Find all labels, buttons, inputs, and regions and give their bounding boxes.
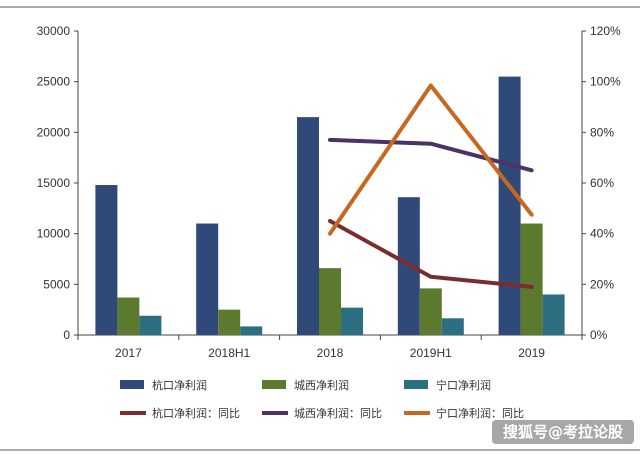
watermark: 搜狐号@考拉论股 bbox=[492, 420, 634, 444]
y-right-tick-label: 120% bbox=[590, 24, 621, 38]
axes: 0 5000 10000 15000 20000 25000 30000 0% 20% 40% 60… bbox=[37, 24, 621, 360]
legend-label: 杭口净利润：同比 bbox=[152, 406, 240, 420]
bar bbox=[297, 117, 319, 335]
bar bbox=[419, 288, 442, 335]
y-left-tick-label: 15000 bbox=[37, 176, 71, 190]
lines bbox=[328, 83, 534, 289]
legend-label: 城西净利润 bbox=[294, 378, 349, 392]
legend-label: 宁口净利润 bbox=[436, 378, 491, 392]
y-left-tick-label: 0 bbox=[63, 328, 70, 342]
y-left-tick-label: 5000 bbox=[43, 277, 70, 291]
bar bbox=[498, 76, 521, 335]
series-line bbox=[328, 137, 534, 173]
x-tick-label: 2018H1 bbox=[208, 346, 250, 360]
bar bbox=[319, 268, 341, 335]
y-right-tick-label: 60% bbox=[590, 176, 614, 190]
legend-label: 杭口净利润 bbox=[152, 378, 207, 392]
y-right-tick-label: 20% bbox=[590, 277, 614, 291]
bar bbox=[240, 326, 263, 335]
x-tick-label: 2017 bbox=[115, 346, 142, 360]
legend-label: 宁口净利润：同比 bbox=[436, 406, 524, 420]
series-line bbox=[328, 83, 534, 236]
y-left-tick-label: 10000 bbox=[37, 227, 71, 241]
watermark-text: 搜狐号@考拉论股 bbox=[503, 423, 624, 441]
watermark-bg bbox=[492, 420, 634, 444]
bar bbox=[520, 223, 543, 335]
legend-label: 城西净利润：同比 bbox=[294, 406, 382, 420]
y-right-tick-label: 80% bbox=[590, 125, 614, 139]
x-tick-label: 2019 bbox=[518, 346, 545, 360]
y-right-tick-label: 100% bbox=[590, 75, 621, 89]
y-left-tick-label: 25000 bbox=[37, 75, 71, 89]
series-line bbox=[328, 219, 534, 289]
legend-swatch bbox=[404, 380, 428, 389]
legend-swatch bbox=[120, 380, 144, 389]
y-right-tick-label: 0% bbox=[590, 328, 608, 342]
legend-swatch bbox=[262, 380, 286, 389]
x-tick-label: 2019H1 bbox=[410, 346, 452, 360]
bar bbox=[117, 297, 140, 335]
bar bbox=[95, 185, 118, 335]
bar bbox=[542, 294, 565, 335]
bar bbox=[441, 318, 464, 335]
y-right-tick-label: 40% bbox=[590, 227, 614, 241]
bars bbox=[95, 76, 565, 335]
bar bbox=[218, 309, 241, 335]
y-left-tick-label: 30000 bbox=[37, 24, 71, 38]
bar bbox=[196, 223, 219, 335]
bar bbox=[341, 307, 363, 335]
bar bbox=[139, 315, 162, 335]
x-tick-label: 2018 bbox=[317, 346, 344, 360]
y-left-tick-label: 20000 bbox=[37, 125, 71, 139]
